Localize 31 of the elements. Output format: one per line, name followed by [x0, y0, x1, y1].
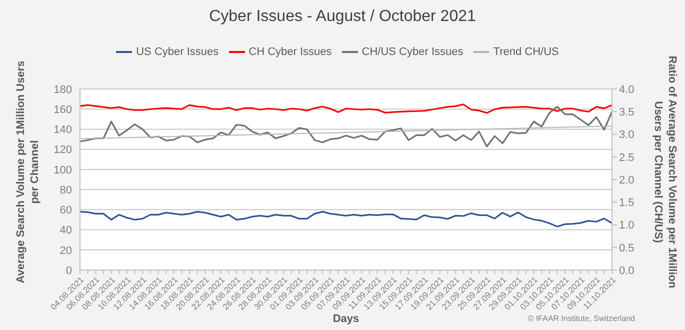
legend-label: Trend CH/US	[493, 46, 559, 58]
y2-tick-label: 1.0	[619, 220, 634, 232]
y-tick-label: 80	[60, 184, 72, 196]
y-tick-label: 40	[60, 224, 72, 237]
chart-title: Cyber Issues - August / October 2021	[208, 8, 477, 26]
y-tick-label: 60	[60, 204, 72, 217]
y2-tick-label: 1.5	[619, 197, 634, 210]
y2-tick-label: 0.0	[619, 264, 634, 277]
y2-tick-label: 2.5	[619, 152, 634, 164]
text: © IFAAR Institute, Switzerland	[528, 314, 635, 323]
legend-label: CH Cyber Issues	[248, 46, 332, 58]
x-axis-title: Days	[332, 313, 360, 325]
y-tick-label: 180	[54, 84, 72, 96]
y-tick-label: 20	[60, 244, 72, 257]
y-tick-label: 140	[54, 124, 72, 136]
y-tick-label: 120	[54, 144, 72, 156]
y-tick-label: 100	[54, 164, 72, 176]
y2-tick-label: 0.5	[619, 242, 634, 254]
line-series	[79, 104, 613, 114]
y2-axis-title: Ratio of Average Search Volume per 1Million Users per Channel (CH/US)	[651, 54, 679, 290]
line-series	[79, 210, 613, 228]
y2-tick-label: 2.0	[619, 174, 634, 186]
y-tick-label: 160	[54, 104, 72, 116]
y2-tick-label: 3.0	[619, 129, 634, 142]
y-tick-label: 0	[66, 264, 72, 277]
line-series	[79, 106, 613, 148]
y-axis-title: Average Search Volume per 1Million Users per Channel	[14, 59, 42, 285]
y2-tick-label: 4.0	[619, 84, 634, 96]
legend-label: CH/US Cyber Issues	[362, 46, 464, 58]
y2-tick-label: 3.5	[619, 106, 634, 119]
legend-label: US Cyber Issues	[136, 46, 219, 58]
